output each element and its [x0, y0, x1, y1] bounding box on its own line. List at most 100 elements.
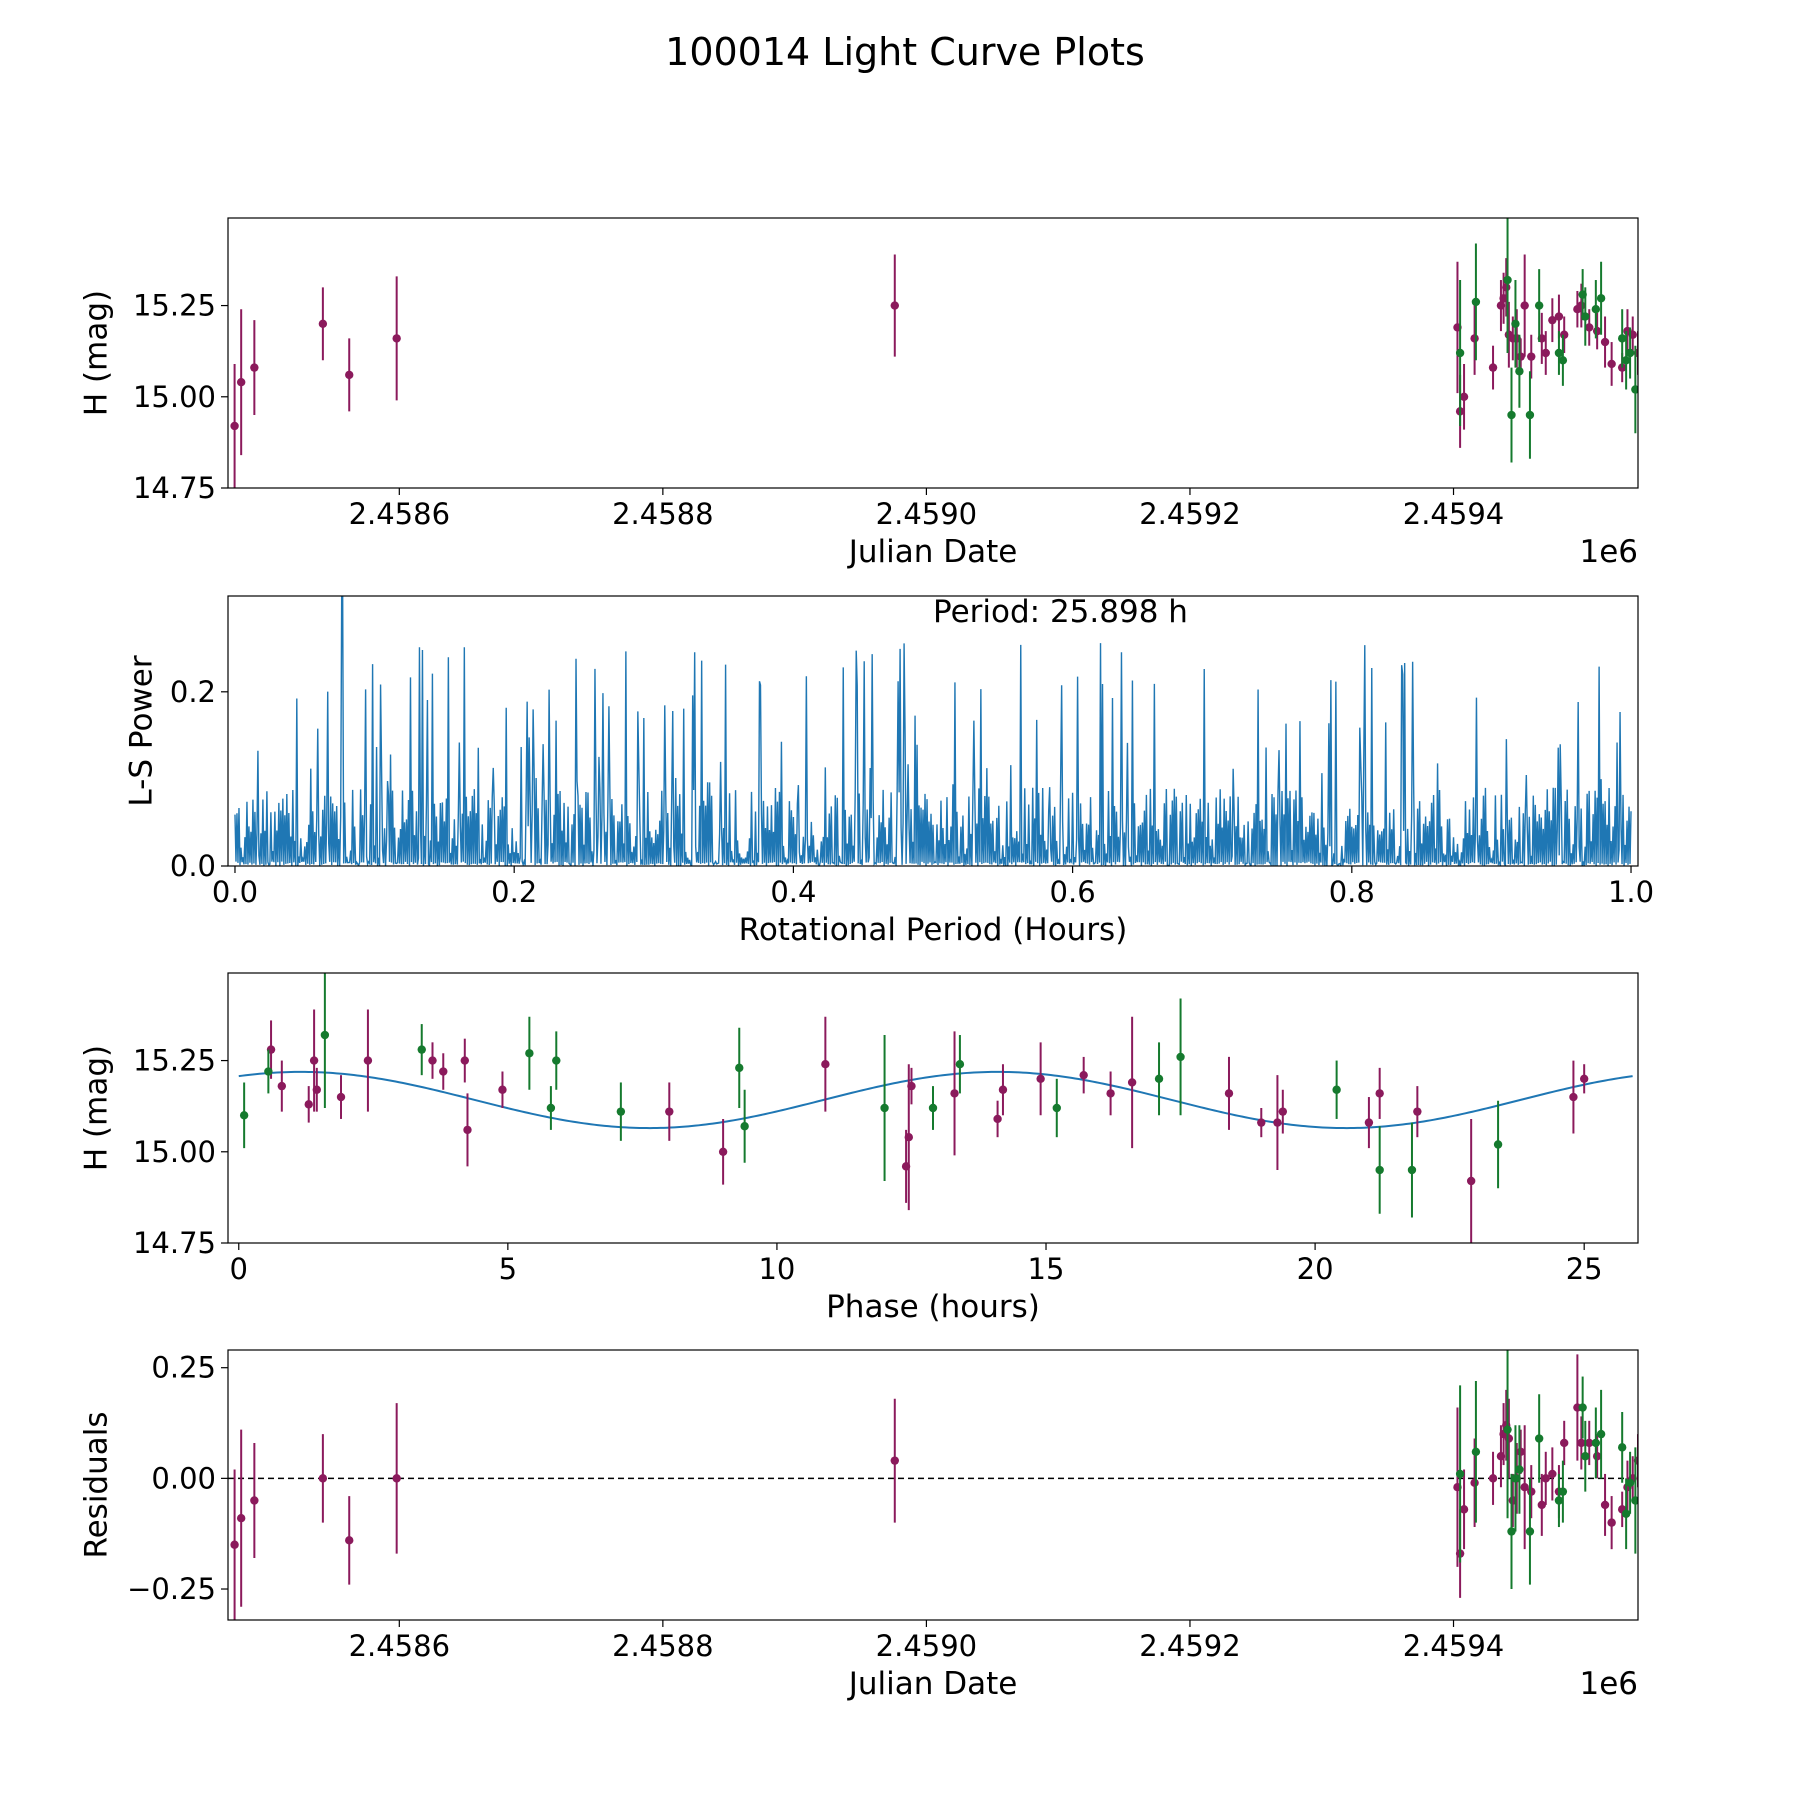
data-point [1525, 410, 1535, 420]
fit-curve-line [238, 1070, 1633, 1130]
data-point [318, 1474, 328, 1483]
data-point [1257, 1118, 1266, 1127]
axes-frame [227, 595, 1639, 867]
data-point [392, 1474, 401, 1483]
data-point [1581, 312, 1590, 321]
data-point [890, 1456, 899, 1465]
data-point [1579, 1074, 1589, 1084]
data-point [907, 1081, 916, 1091]
data-point [1154, 1074, 1164, 1084]
x-tick-label: 20 [1297, 1252, 1334, 1286]
data-point [1560, 330, 1569, 339]
data-point [417, 1045, 426, 1054]
data-point [1596, 1429, 1606, 1439]
data-point [392, 334, 401, 343]
data-point [1541, 1474, 1550, 1483]
period-annotation: Period: 25.898 h [933, 594, 1188, 630]
series-green [239, 973, 1503, 1218]
series-green [1455, 1350, 1638, 1590]
y-tick-label: 14.75 [133, 1226, 216, 1260]
y-axis-label: H (mag) [79, 1045, 115, 1171]
data-point [616, 1107, 626, 1116]
data-point [1569, 1092, 1578, 1102]
data-point [363, 1056, 373, 1065]
data-point [230, 1540, 239, 1549]
x-tick-label: 0.4 [770, 875, 816, 909]
data-point [1520, 301, 1529, 310]
x-tick-label: 2.4588 [612, 497, 713, 531]
data-point [890, 301, 899, 310]
data-point [1591, 1438, 1601, 1448]
data-point [1224, 1089, 1234, 1098]
data-point [1273, 1118, 1282, 1127]
x-tick-label: 1.0 [1608, 875, 1654, 909]
y-tick-label: 0.0 [170, 849, 216, 883]
data-point [428, 1056, 437, 1065]
data-point [1332, 1085, 1341, 1094]
x-axis-label: Phase (hours) [826, 1289, 1040, 1325]
data-point [439, 1067, 448, 1076]
data-point [336, 1092, 346, 1102]
data-point [312, 1085, 321, 1094]
data-point [1560, 1438, 1569, 1448]
data-point [345, 1536, 354, 1545]
data-point [304, 1100, 313, 1109]
data-point [1507, 410, 1516, 420]
y-tick-label: 0.2 [170, 675, 216, 709]
data-point [1537, 1500, 1547, 1510]
data-point [1515, 1465, 1524, 1474]
data-point [1558, 356, 1568, 365]
data-point [1471, 1447, 1481, 1457]
data-point [821, 1060, 830, 1069]
data-point [1516, 352, 1525, 361]
data-point [1631, 1496, 1638, 1505]
panel-periodogram: Period: 25.898 h 0.0 0.2 0.4 0.6 0.8 1.0 0.0 0.2… [124, 594, 1655, 948]
x-tick-label: 0.6 [1050, 875, 1096, 909]
data-point [1621, 1509, 1631, 1518]
plot-area [230, 218, 1638, 488]
data-point [1471, 297, 1481, 307]
data-point [1364, 1118, 1374, 1127]
x-offset-label: 1e6 [1579, 1666, 1638, 1702]
data-point [1488, 1474, 1498, 1483]
data-point [1520, 1483, 1529, 1492]
data-point [1600, 1500, 1610, 1510]
data-point [345, 370, 354, 380]
data-point [1052, 1103, 1061, 1113]
data-point [1578, 1403, 1587, 1412]
data-point [1466, 1176, 1476, 1186]
data-point [1375, 1089, 1384, 1098]
y-tick-label: 15.00 [133, 1135, 216, 1169]
data-point [1127, 1078, 1137, 1087]
data-point [309, 1056, 319, 1065]
data-point [904, 1132, 913, 1142]
x-tick-label: 2.4592 [1139, 497, 1240, 531]
y-tick-label: 15.25 [133, 289, 216, 323]
data-point [1600, 337, 1610, 347]
data-point [740, 1122, 749, 1131]
data-point [1176, 1052, 1185, 1062]
power-series-line [234, 596, 1632, 866]
data-point [1607, 1518, 1616, 1527]
data-point [318, 319, 328, 329]
data-point [1503, 275, 1512, 285]
data-point [1592, 326, 1602, 336]
data-point [735, 1063, 744, 1073]
data-point [552, 1056, 561, 1065]
data-point [1455, 348, 1465, 358]
figure-title: 100014 Light Curve Plots [665, 30, 1145, 74]
data-point [1511, 1474, 1520, 1483]
y-tick-label: −0.25 [127, 1572, 216, 1606]
x-tick-label: 2.4590 [876, 497, 977, 531]
plot-area [234, 596, 1632, 866]
data-point [460, 1056, 469, 1065]
panels: 2.4586 2.4588 2.4590 2.4592 2.4594 14.75 15.00… [79, 217, 1655, 1702]
y-tick-label: 14.75 [133, 471, 216, 505]
data-point [1470, 1478, 1479, 1487]
data-point [1079, 1070, 1088, 1080]
y-tick-label: 0.25 [151, 1351, 216, 1385]
data-point [230, 421, 239, 431]
data-point [1585, 1438, 1594, 1448]
data-point [1527, 352, 1536, 361]
